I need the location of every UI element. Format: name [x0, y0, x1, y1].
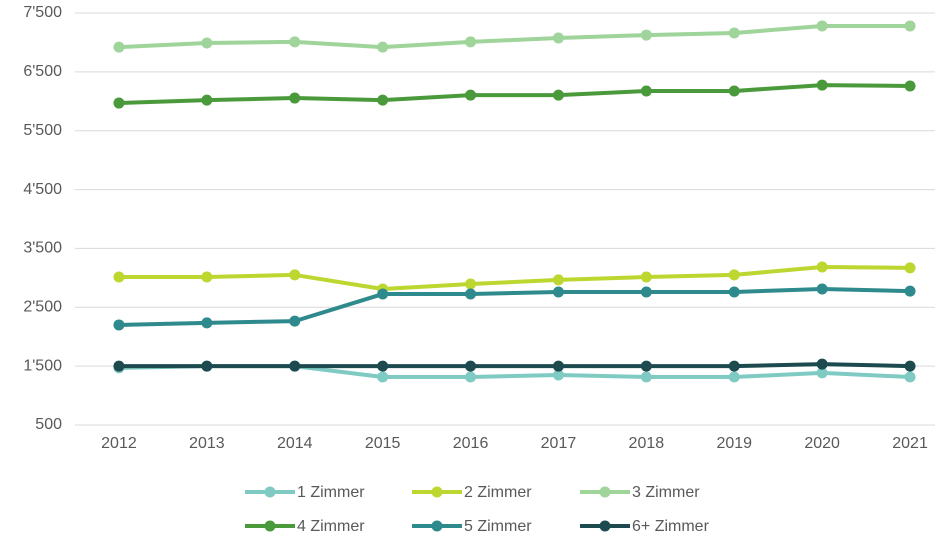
x-tick-label: 2020	[804, 435, 840, 452]
y-tick-label: 3'500	[23, 240, 62, 257]
data-point	[201, 360, 213, 372]
y-tick-label: 4'500	[23, 181, 62, 198]
data-point	[816, 358, 828, 370]
x-tick-label: 2017	[541, 435, 577, 452]
data-point	[289, 360, 301, 372]
data-point	[640, 360, 652, 372]
data-point	[201, 271, 213, 283]
legend-label: 1 Zimmer	[297, 484, 365, 501]
x-tick-label: 2019	[716, 435, 752, 452]
legend-label: 5 Zimmer	[464, 518, 532, 535]
data-point	[552, 369, 564, 381]
data-point	[465, 36, 477, 48]
legend-marker	[431, 520, 443, 532]
y-tick-label: 5'500	[23, 122, 62, 139]
data-point	[113, 97, 125, 109]
data-point	[113, 41, 125, 53]
x-tick-label: 2018	[629, 435, 665, 452]
data-point	[289, 36, 301, 48]
data-point	[728, 286, 740, 298]
data-point	[904, 371, 916, 383]
data-point	[552, 274, 564, 286]
x-tick-label: 2012	[101, 435, 137, 452]
x-tick-label: 2015	[365, 435, 401, 452]
series-line	[118, 362, 911, 369]
data-point	[728, 27, 740, 39]
legend-label: 2 Zimmer	[464, 484, 532, 501]
data-point	[377, 360, 389, 372]
legend-label: 6+ Zimmer	[632, 518, 710, 535]
legend-marker	[264, 520, 276, 532]
series-line	[118, 83, 911, 106]
data-point	[465, 89, 477, 101]
data-point	[552, 89, 564, 101]
data-point	[728, 371, 740, 383]
data-point	[728, 85, 740, 97]
x-tick-label: 2014	[277, 435, 313, 452]
data-point	[728, 360, 740, 372]
data-point	[904, 20, 916, 32]
y-tick-label: 2'500	[23, 299, 62, 316]
data-point	[640, 85, 652, 97]
legend-marker	[264, 486, 276, 498]
data-point	[552, 360, 564, 372]
data-point	[904, 80, 916, 92]
data-point	[201, 94, 213, 106]
data-point	[113, 360, 125, 372]
data-point	[377, 94, 389, 106]
data-point	[289, 315, 301, 327]
data-point	[904, 360, 916, 372]
data-point	[465, 371, 477, 383]
data-point	[640, 371, 652, 383]
data-point	[465, 288, 477, 300]
x-tick-label: 2021	[892, 435, 928, 452]
data-point	[465, 278, 477, 290]
data-point	[816, 79, 828, 91]
data-point	[816, 283, 828, 295]
data-point	[552, 32, 564, 44]
legend-marker	[599, 520, 611, 532]
legend-marker	[431, 486, 443, 498]
data-point	[201, 37, 213, 49]
data-point	[113, 271, 125, 283]
data-point	[201, 317, 213, 329]
x-tick-label: 2013	[189, 435, 225, 452]
data-point	[465, 360, 477, 372]
series-line	[118, 287, 911, 327]
data-point	[640, 29, 652, 41]
data-point	[289, 92, 301, 104]
y-tick-label: 6'500	[23, 63, 62, 80]
y-tick-label: 7'500	[23, 4, 62, 21]
data-point	[640, 286, 652, 298]
data-point	[377, 41, 389, 53]
data-point	[904, 285, 916, 297]
data-point	[728, 269, 740, 281]
legend-marker	[599, 486, 611, 498]
series-line	[118, 23, 911, 50]
x-tick-label: 2016	[453, 435, 489, 452]
data-point	[113, 319, 125, 331]
data-point	[289, 269, 301, 281]
data-point	[816, 367, 828, 379]
legend-label: 4 Zimmer	[297, 518, 365, 535]
data-point	[377, 288, 389, 300]
data-point	[904, 262, 916, 274]
y-tick-label: 1'500	[23, 357, 62, 374]
data-point	[552, 286, 564, 298]
y-tick-label: 500	[35, 416, 62, 433]
data-point	[640, 271, 652, 283]
data-point	[816, 20, 828, 32]
data-point	[377, 371, 389, 383]
series-line	[118, 264, 911, 292]
legend-label: 3 Zimmer	[632, 484, 700, 501]
data-point	[816, 261, 828, 273]
